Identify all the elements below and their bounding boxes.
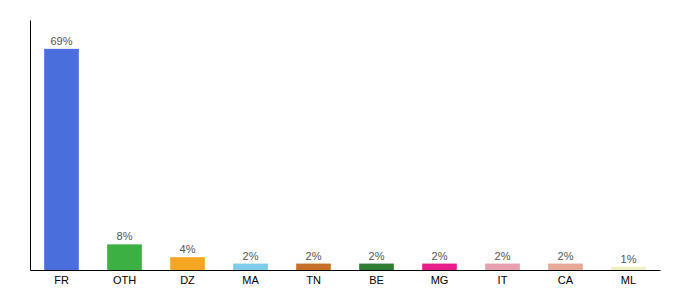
bar bbox=[485, 264, 520, 270]
y-axis-line bbox=[30, 21, 31, 271]
x-axis: FR OTH DZ MA TN BE MG IT CA ML bbox=[31, 271, 661, 286]
data-label: 69% bbox=[50, 35, 72, 47]
x-tick-label: FR bbox=[54, 274, 69, 286]
bar bbox=[170, 257, 205, 270]
bar bbox=[611, 267, 646, 270]
x-tick-label: OTH bbox=[113, 274, 136, 286]
x-tick-label: TN bbox=[306, 274, 321, 286]
y-axis bbox=[30, 21, 31, 271]
bar bbox=[359, 264, 394, 270]
chart-svg: FR OTH DZ MA TN BE MG IT CA ML 69% 8% 4% 2% 2% 2% 2% 2% 2%… bbox=[0, 0, 680, 300]
x-tick: OTH bbox=[113, 274, 136, 286]
x-tick: DZ bbox=[180, 274, 195, 286]
x-tick-label: MG bbox=[431, 274, 449, 286]
x-tick-label: CA bbox=[558, 274, 574, 286]
data-label: 2% bbox=[432, 250, 448, 262]
x-tick-label: BE bbox=[369, 274, 384, 286]
x-tick: MG bbox=[431, 274, 449, 286]
x-tick: BE bbox=[369, 274, 384, 286]
data-labels: 69% 8% 4% 2% 2% 2% 2% 2% 2% 1% bbox=[50, 35, 636, 265]
data-label: 8% bbox=[117, 230, 133, 242]
plot-area: FR OTH DZ MA TN BE MG IT CA ML 69% 8% 4% 2% 2% 2% 2% 2% 2%… bbox=[31, 21, 661, 286]
x-tick-label: MA bbox=[242, 274, 259, 286]
bar bbox=[233, 264, 268, 270]
data-label: 2% bbox=[306, 250, 322, 262]
x-tick-label: ML bbox=[621, 274, 636, 286]
bar bbox=[422, 264, 457, 270]
x-axis-line bbox=[31, 270, 661, 271]
bar bbox=[107, 244, 142, 270]
x-tick-label: IT bbox=[498, 274, 508, 286]
bar bbox=[548, 264, 583, 270]
data-label: 2% bbox=[243, 250, 259, 262]
x-tick: CA bbox=[558, 274, 574, 286]
data-label: 2% bbox=[558, 250, 574, 262]
data-label: 1% bbox=[621, 253, 637, 265]
bar bbox=[296, 264, 331, 270]
data-label: 2% bbox=[369, 250, 385, 262]
chart-container: FR OTH DZ MA TN BE MG IT CA ML 69% 8% 4% 2% 2% 2% 2% 2% 2%… bbox=[0, 0, 680, 300]
bars bbox=[44, 49, 646, 270]
x-tick: FR bbox=[54, 274, 69, 286]
x-tick: IT bbox=[498, 274, 508, 286]
data-label: 4% bbox=[180, 243, 196, 255]
x-tick: TN bbox=[306, 274, 321, 286]
x-tick: ML bbox=[621, 274, 636, 286]
x-tick: MA bbox=[242, 274, 259, 286]
bar bbox=[44, 49, 79, 270]
data-label: 2% bbox=[495, 250, 511, 262]
x-tick-label: DZ bbox=[180, 274, 195, 286]
